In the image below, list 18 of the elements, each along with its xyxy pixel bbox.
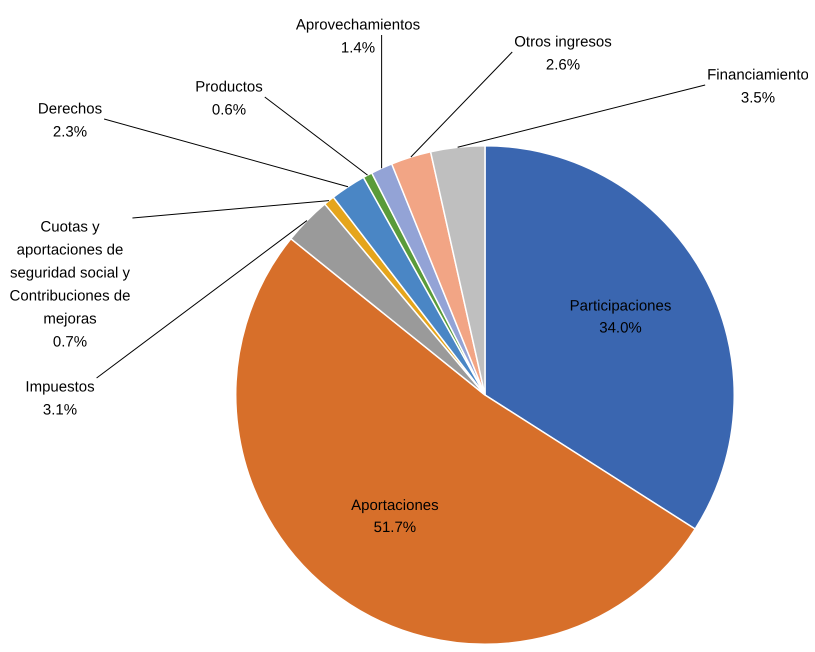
data-label: 34.0%	[599, 319, 642, 336]
slice-label: Aprovechamientos	[296, 16, 420, 34]
data-label: 51.7%	[374, 519, 416, 536]
data-label: 1.4%	[340, 40, 376, 57]
slice-label: Financiamiento	[707, 66, 809, 84]
data-label: 0.6%	[212, 102, 246, 119]
data-label: 3.1%	[42, 402, 78, 419]
slice-label: Productos	[195, 78, 263, 96]
data-label: 0.7%	[52, 334, 88, 351]
slice-label: Otros ingresos	[514, 34, 612, 51]
slice-label: Derechos	[38, 100, 102, 118]
slice-label: Participaciones	[570, 297, 672, 314]
data-label: 2.6%	[546, 56, 580, 74]
slice-label: Cuotas y aportaciones de seguridad social y Contribuciones de mejoras	[10, 218, 131, 328]
slice-label: Impuestos	[25, 378, 95, 396]
data-label: 3.5%	[740, 90, 776, 107]
slice-label: Aportaciones	[351, 497, 439, 514]
data-label: 2.3%	[52, 124, 88, 141]
